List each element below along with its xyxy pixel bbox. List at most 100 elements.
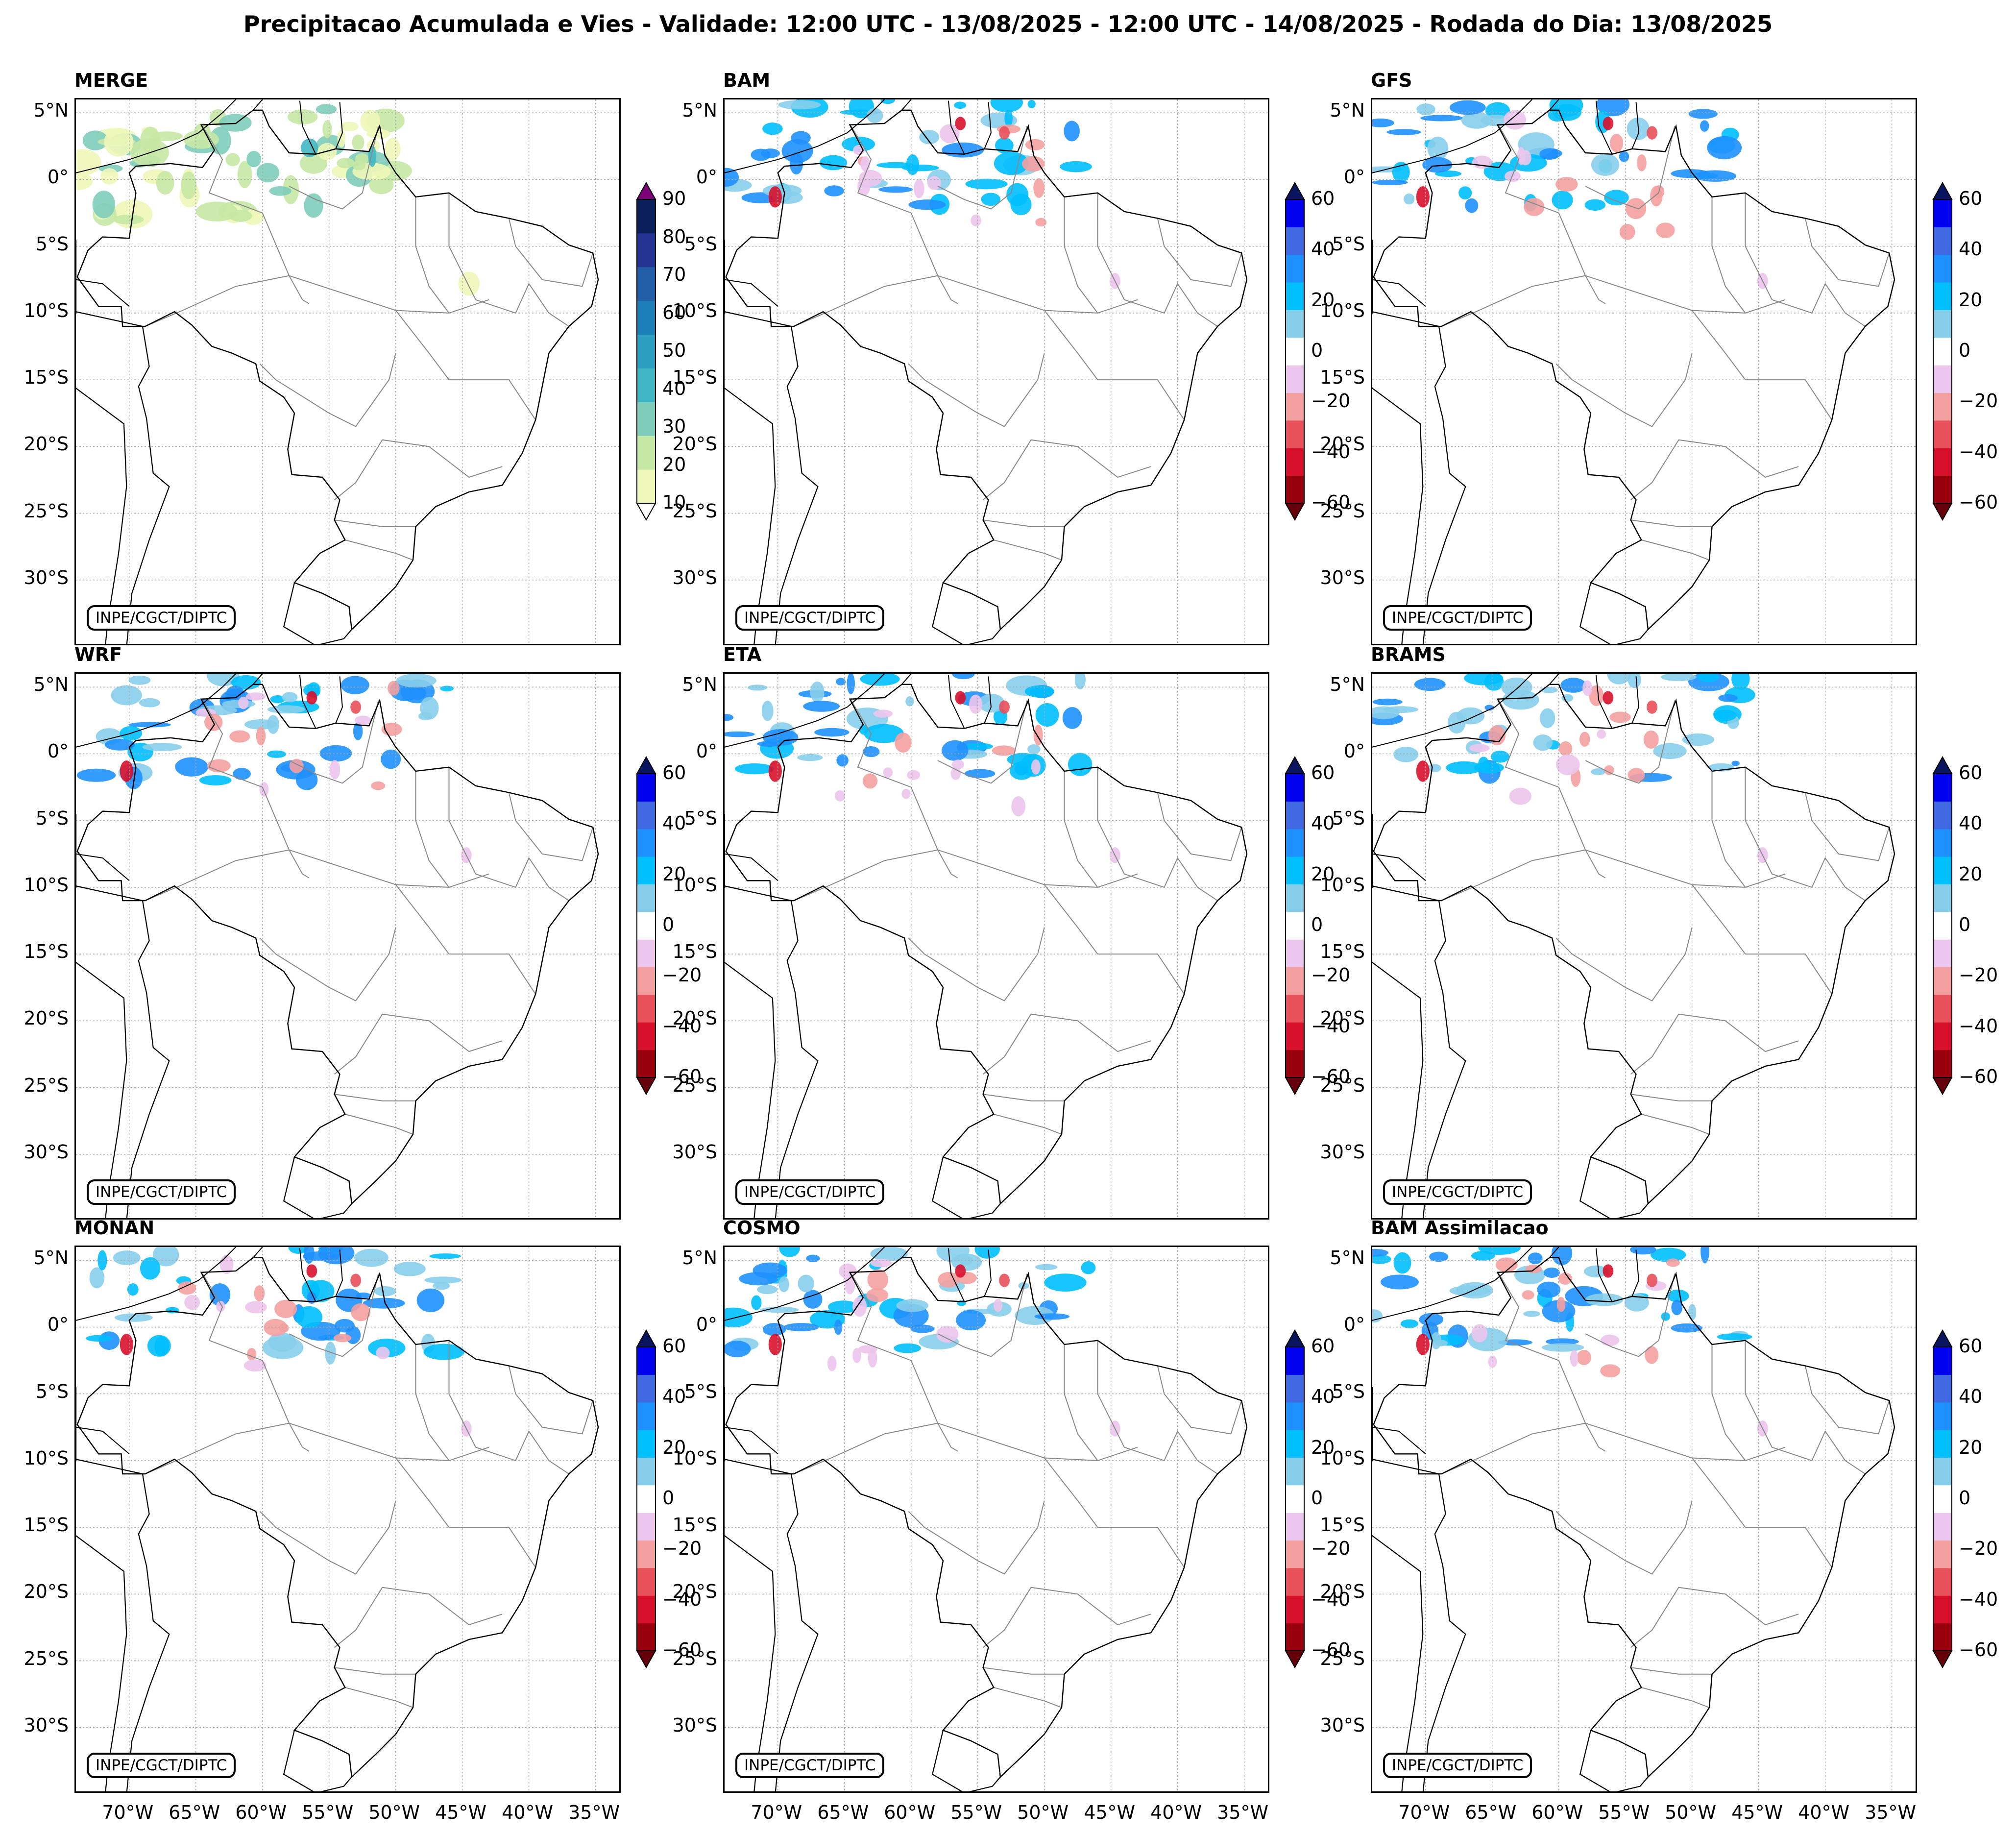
state-boundary <box>1157 218 1242 287</box>
colorbar-swatch <box>1933 392 1952 421</box>
country-boundary <box>725 240 776 644</box>
map-panel-cosmo: INPE/CGCT/DIPTC <box>723 1246 1269 1793</box>
field-patch <box>282 692 298 703</box>
state-boundary <box>1585 700 1676 784</box>
country-boundary <box>725 99 885 173</box>
field-patch <box>1583 1265 1608 1277</box>
country-boundary <box>901 674 912 685</box>
colorbar-swatch <box>1286 1022 1304 1051</box>
field-patch <box>1540 708 1555 728</box>
field-patch <box>880 99 895 104</box>
state-boundary <box>1585 1273 1676 1357</box>
field-patch <box>1533 734 1553 751</box>
latitude-label: 5°S <box>684 807 717 829</box>
colorbar-swatch <box>1933 994 1952 1023</box>
colorbar-swatch <box>1286 337 1304 366</box>
country-boundary <box>1372 885 1466 1218</box>
state-boundary <box>202 125 310 304</box>
field-patch <box>978 693 1005 713</box>
map-panel-merge: INPE/CGCT/DIPTC <box>74 98 621 645</box>
colorbar-swatch <box>1933 337 1952 366</box>
colorbar-swatch <box>1933 1374 1952 1403</box>
field-patch <box>778 100 821 110</box>
latitude-label: 30°S <box>672 1141 717 1163</box>
field-patch <box>381 749 401 769</box>
state-boundary <box>1064 1344 1098 1461</box>
latitude-label: 5°S <box>684 233 717 255</box>
field-patch <box>127 1283 139 1296</box>
country-boundary <box>901 1247 912 1258</box>
field-patch <box>1380 1274 1419 1290</box>
colorbar-tick-label: 20 <box>662 453 686 475</box>
colorbar-tick-label: 40 <box>662 377 686 399</box>
country-boundary <box>1372 814 1424 1218</box>
colorbar-tick-label: 80 <box>662 225 686 247</box>
field-patch <box>268 1332 297 1352</box>
state-boundary <box>1804 792 1890 861</box>
field-patch <box>919 130 940 145</box>
colorbar-swatch <box>637 368 656 402</box>
field-patch <box>207 674 240 686</box>
colorbar-swatch <box>1286 1567 1304 1596</box>
field-patch <box>762 122 783 135</box>
latitude-label: 15°S <box>24 1514 69 1536</box>
colorbar-swatch <box>1933 448 1952 476</box>
field-patch <box>858 1345 877 1354</box>
colorbar-tick-label: 60 <box>662 301 686 323</box>
state-boundary <box>1630 519 1712 527</box>
colorbar-tick-label: 0 <box>1311 914 1323 935</box>
latitude-label: 30°S <box>1320 1714 1365 1736</box>
colorbar-swatch <box>637 774 656 802</box>
colorbar-swatch <box>1933 1595 1952 1624</box>
colorbar-tick-label: −40 <box>1959 440 1998 463</box>
colorbar-tick-label: −60 <box>1311 1639 1351 1661</box>
colorbar-frame <box>636 199 656 504</box>
state-boundary <box>1097 1340 1218 1474</box>
colorbar-tick-label: 40 <box>1959 812 1983 834</box>
field-patch <box>256 163 280 183</box>
field-patch <box>870 1259 892 1268</box>
field-patch <box>120 760 133 782</box>
field-patch <box>725 168 739 187</box>
colorbar-swatch <box>1933 911 1952 940</box>
field-patch <box>1694 170 1737 182</box>
latitude-label: 0° <box>696 166 717 188</box>
colorbar-frame <box>636 773 656 1078</box>
field-patch <box>1520 150 1531 166</box>
state-boundary <box>1097 193 1218 327</box>
longitude-label: 70°W <box>1398 1802 1450 1823</box>
field-patch <box>229 210 252 222</box>
map-canvas <box>1372 674 1916 1218</box>
latitude-label: 5°S <box>35 807 69 829</box>
field-patch <box>360 110 381 133</box>
longitude-label: 55°W <box>1598 1802 1650 1823</box>
field-patch <box>322 120 332 139</box>
colorbar-swatch <box>637 233 656 268</box>
latitude-label: 20°S <box>24 433 69 455</box>
field-patch <box>307 1292 317 1304</box>
state-boundary <box>908 1500 1045 1575</box>
colorbar-swatch <box>637 994 656 1023</box>
field-patch <box>901 789 911 799</box>
panel-title: ETA <box>723 644 762 665</box>
colorbar-swatch <box>637 1513 656 1541</box>
colorbar-swatch <box>1286 310 1304 338</box>
field-patch <box>237 161 252 189</box>
latitude-label: 20°S <box>1320 433 1365 455</box>
state-boundary <box>937 1273 1028 1357</box>
latitude-label: 20°S <box>1320 1581 1365 1603</box>
field-patch <box>1386 129 1421 135</box>
field-patch <box>936 1247 970 1263</box>
field-patch <box>1700 120 1709 132</box>
colorbar-tick-label: −60 <box>1959 1066 1998 1087</box>
field-patch <box>317 1247 355 1265</box>
field-patch <box>990 99 1023 113</box>
country-boundary <box>1372 1459 1466 1791</box>
brazil-outline <box>1373 109 1895 631</box>
longitude-label: 60°W <box>884 1802 936 1823</box>
field-patch <box>1469 744 1490 753</box>
colorbar-extend-min <box>636 503 656 521</box>
state-boundary <box>345 1114 413 1135</box>
colorbar-swatch <box>1286 911 1304 940</box>
state-boundary <box>794 849 1138 902</box>
